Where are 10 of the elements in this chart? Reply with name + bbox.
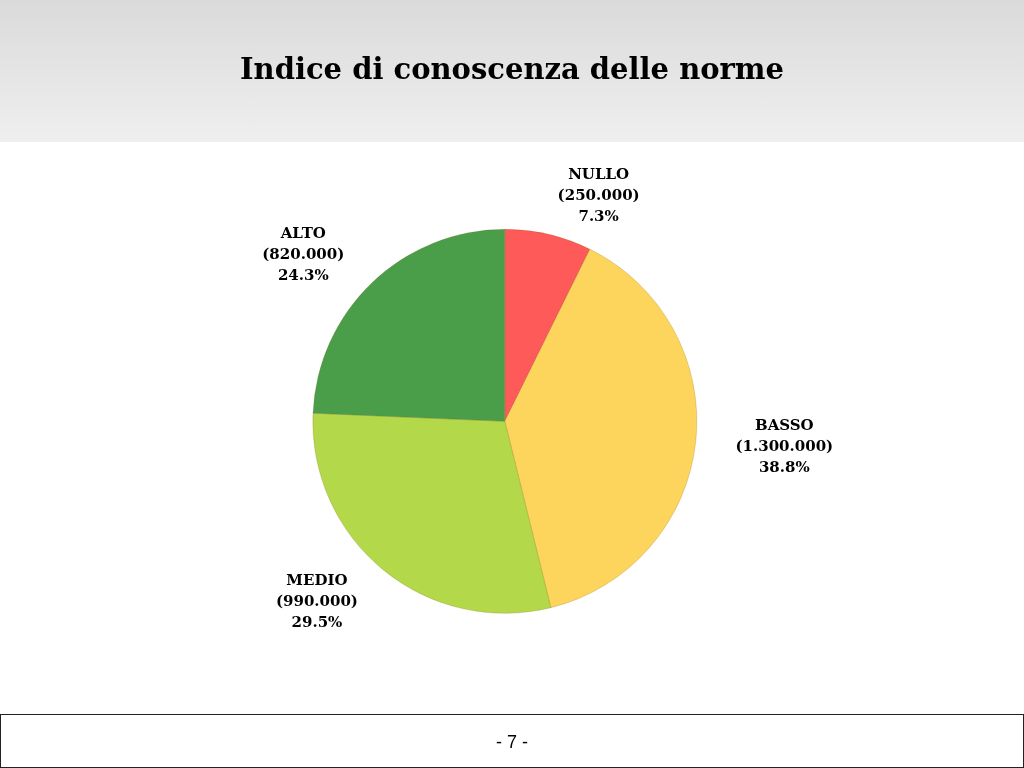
data-label: (820.000) 24.3% — [262, 244, 345, 284]
text: - 7 - — [495, 732, 529, 753]
slice-label: NULLO — [568, 165, 630, 184]
slice-label: MEDIO — [286, 570, 348, 589]
chart-title: Indice di conoscenza delle norme — [239, 52, 785, 86]
slice-label: BASSO — [754, 416, 814, 435]
data-label: (250.000) 7.3% — [557, 186, 640, 226]
data-label: (990.000) 29.5% — [275, 591, 358, 631]
data-label: (1.300.000) 38.8% — [735, 437, 834, 477]
slice-label: ALTO — [279, 223, 326, 242]
